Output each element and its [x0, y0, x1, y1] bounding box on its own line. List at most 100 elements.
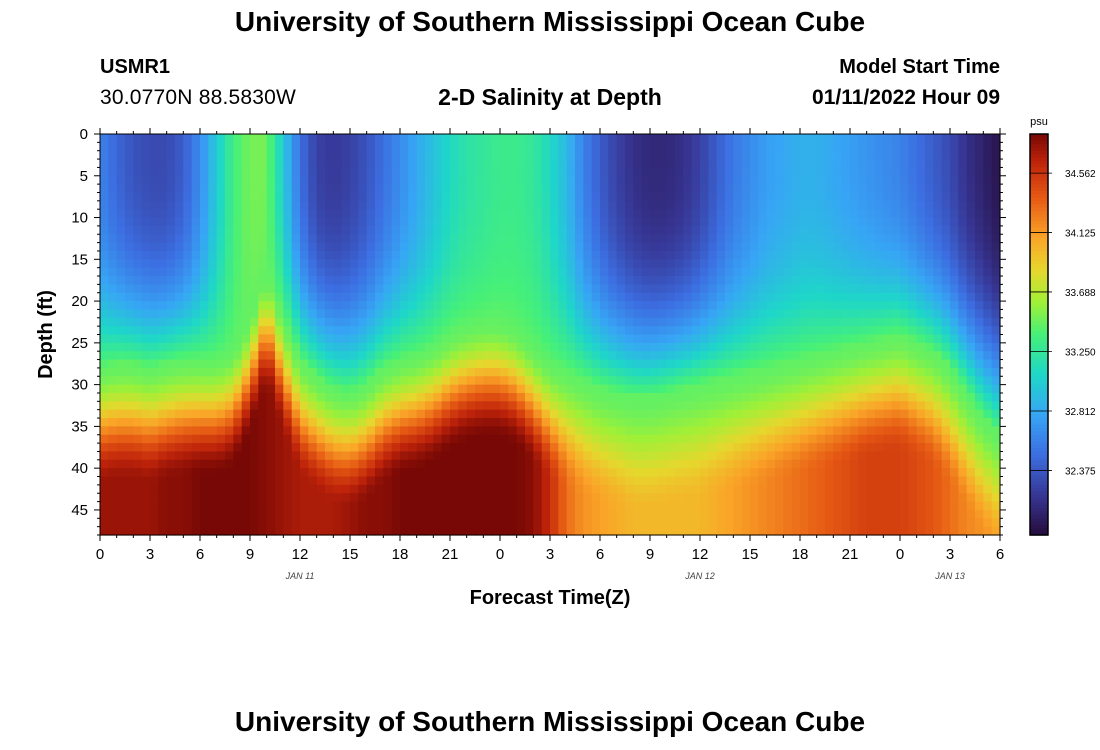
- heatmap-cell: [683, 309, 693, 319]
- heatmap-cell: [575, 159, 584, 169]
- heatmap-cell: [391, 367, 401, 377]
- heatmap-cell: [833, 342, 843, 352]
- heatmap-cell: [425, 242, 434, 252]
- heatmap-cell: [200, 509, 209, 519]
- heatmap-cell: [366, 225, 376, 235]
- heatmap-cell: [616, 493, 626, 503]
- heatmap-cell: [925, 518, 934, 528]
- heatmap-cell: [425, 409, 434, 419]
- heatmap-cell: [650, 301, 659, 311]
- heatmap-cell: [841, 284, 851, 294]
- heatmap-cell: [383, 476, 393, 486]
- heatmap-cell: [816, 175, 826, 185]
- heatmap-cell: [783, 250, 793, 260]
- heatmap-cell: [500, 443, 509, 453]
- heatmap-cell: [425, 234, 434, 244]
- heatmap-cell: [858, 134, 868, 143]
- heatmap-cell: [133, 242, 143, 252]
- heatmap-cell: [233, 501, 243, 511]
- heatmap-cell: [816, 526, 826, 536]
- heatmap-cell: [466, 418, 476, 427]
- heatmap-cell: [341, 443, 351, 453]
- heatmap-cell: [891, 443, 901, 453]
- heatmap-cell: [816, 443, 826, 453]
- heatmap-cell: [175, 434, 184, 444]
- heatmap-cell: [941, 418, 951, 427]
- heatmap-cell: [466, 484, 476, 494]
- heatmap-cell: [941, 493, 951, 503]
- heatmap-cell: [250, 518, 259, 528]
- heatmap-cell: [700, 334, 709, 344]
- heatmap-cell: [716, 401, 726, 411]
- heatmap-cell: [308, 468, 318, 478]
- heatmap-cell: [708, 443, 718, 453]
- heatmap-cell: [158, 334, 168, 344]
- heatmap-cell: [383, 434, 393, 444]
- heatmap-cell: [233, 351, 243, 361]
- heatmap-cell: [241, 209, 251, 219]
- heatmap-cell: [775, 401, 784, 411]
- heatmap-cell: [875, 476, 884, 486]
- heatmap-cell: [625, 526, 634, 536]
- heatmap-cell: [808, 376, 818, 386]
- heatmap-cell: [625, 267, 634, 277]
- heatmap-cell: [775, 142, 784, 152]
- heatmap-cell: [133, 217, 143, 227]
- heatmap-cell: [925, 342, 934, 352]
- heatmap-cell: [208, 392, 218, 402]
- heatmap-cell: [875, 401, 884, 411]
- heatmap-cell: [816, 184, 826, 194]
- heatmap-cell: [658, 192, 668, 202]
- heatmap-cell: [550, 459, 559, 469]
- heatmap-cell: [591, 443, 601, 453]
- heatmap-cell: [875, 493, 884, 503]
- heatmap-cell: [733, 418, 743, 427]
- heatmap-cell: [450, 434, 459, 444]
- heatmap-cell: [358, 451, 368, 461]
- heatmap-cell: [883, 175, 893, 185]
- heatmap-cell: [266, 317, 276, 327]
- heatmap-cell: [666, 384, 676, 394]
- heatmap-cell: [858, 351, 868, 361]
- heatmap-cell: [300, 409, 309, 419]
- heatmap-cell: [641, 301, 651, 311]
- heatmap-cell: [941, 426, 951, 436]
- heatmap-cell: [208, 501, 218, 511]
- heatmap-cell: [875, 292, 884, 302]
- heatmap-cell: [116, 334, 126, 344]
- heatmap-cell: [608, 234, 618, 244]
- heatmap-cell: [858, 509, 868, 519]
- heatmap-cell: [683, 468, 693, 478]
- heatmap-cell: [583, 359, 593, 369]
- heatmap-cell: [925, 476, 934, 486]
- heatmap-cell: [850, 342, 859, 352]
- heatmap-cell: [808, 434, 818, 444]
- heatmap-cell: [300, 518, 309, 528]
- heatmap-cell: [275, 459, 284, 469]
- heatmap-field: [100, 134, 1001, 536]
- heatmap-cell: [933, 250, 943, 260]
- heatmap-cell: [241, 200, 251, 210]
- heatmap-cell: [908, 200, 918, 210]
- heatmap-cell: [316, 292, 326, 302]
- heatmap-cell: [166, 518, 176, 528]
- heatmap-cell: [225, 351, 234, 361]
- heatmap-cell: [541, 426, 551, 436]
- heatmap-cell: [950, 317, 959, 327]
- heatmap-cell: [325, 225, 334, 235]
- heatmap-cell: [733, 242, 743, 252]
- heatmap-cell: [875, 317, 884, 327]
- heatmap-cell: [650, 443, 659, 453]
- heatmap-cell: [483, 192, 493, 202]
- heatmap-cell: [441, 526, 451, 536]
- heatmap-cell: [508, 392, 518, 402]
- heatmap-cell: [550, 234, 559, 244]
- heatmap-cell: [558, 334, 568, 344]
- heatmap-cell: [375, 292, 384, 302]
- heatmap-cell: [616, 175, 626, 185]
- heatmap-cell: [333, 451, 343, 461]
- heatmap-cell: [150, 392, 159, 402]
- heatmap-cell: [883, 276, 893, 285]
- heatmap-cell: [808, 326, 818, 336]
- heatmap-cell: [458, 301, 468, 311]
